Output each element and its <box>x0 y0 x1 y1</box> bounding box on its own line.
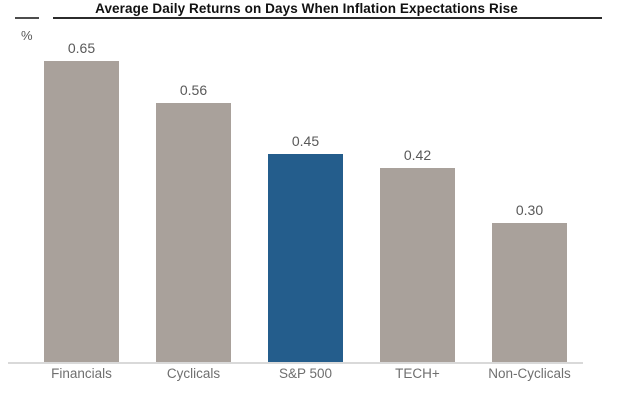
bar-value-label-non-cyclicals: 0.30 <box>515 202 544 218</box>
bar-column-tech: 0.42 <box>380 147 455 362</box>
category-label-non-cyclicals: Non-Cyclicals <box>488 366 571 381</box>
category-label-text: Non-Cyclicals <box>488 366 571 381</box>
category-label-financials: Financials <box>44 366 119 381</box>
bar-column-financials: 0.65 <box>44 40 119 362</box>
bar-value-label-cyclicals: 0.56 <box>179 82 208 98</box>
x-axis-line <box>8 362 583 364</box>
category-label-text: Cyclicals <box>166 366 221 381</box>
bar-column-non-cyclicals: 0.30 <box>492 202 567 362</box>
bar-column-cyclicals: 0.56 <box>156 82 231 362</box>
bar-tech <box>380 168 455 362</box>
category-label-text: TECH+ <box>395 366 440 381</box>
y-axis-unit-label: % <box>21 28 33 43</box>
category-label-text: Financials <box>51 366 112 381</box>
chart-header: Average Daily Returns on Days When Infla… <box>53 0 602 19</box>
bar-value-label-s-p-500: 0.45 <box>291 133 320 149</box>
chart-title: Average Daily Returns on Days When Infla… <box>95 1 518 16</box>
bar-value-label-financials: 0.65 <box>67 40 96 56</box>
bar-column-s-p-500: 0.45 <box>268 133 343 362</box>
bar-cyclicals <box>156 103 231 362</box>
category-label-cyclicals: Cyclicals <box>156 366 231 381</box>
bar-financials <box>44 61 119 362</box>
bar-value-label-tech: 0.42 <box>403 147 432 163</box>
category-label-s-p-500: S&P 500 <box>268 366 343 381</box>
plot-area: 0.65 0.56 0.45 0.42 0.30 <box>44 0 567 362</box>
category-label-tech: TECH+ <box>380 366 455 381</box>
category-labels-row: Financials Cyclicals S&P 500 TECH+ Non-Cycli… <box>44 366 571 381</box>
bar-non-cyclicals <box>492 223 567 362</box>
bar-s-p-500 <box>268 154 343 362</box>
title-rule-left-dash <box>15 17 39 19</box>
category-label-text: S&P 500 <box>278 366 333 381</box>
